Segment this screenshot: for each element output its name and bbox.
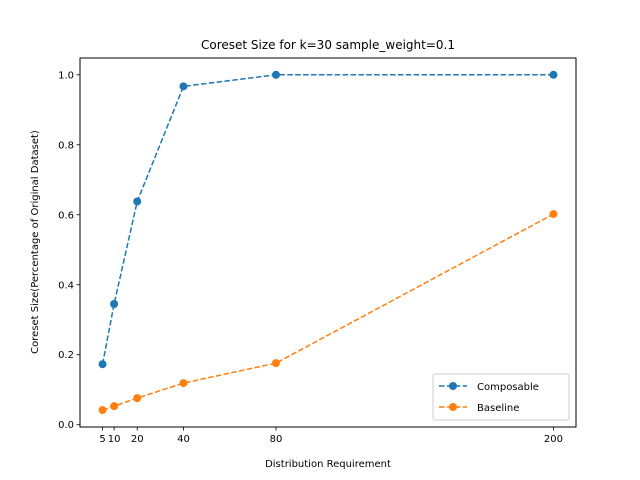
y-tick-label: 0.8	[58, 140, 74, 151]
series-line-0	[101, 74, 554, 365]
legend-marker	[449, 403, 457, 411]
y-tick-label: 0.6	[58, 210, 74, 221]
data-point	[549, 210, 558, 219]
x-tick-label: 40	[177, 434, 190, 445]
data-point	[133, 197, 142, 206]
data-point	[271, 359, 280, 368]
x-axis-label: Distribution Requirement	[265, 459, 391, 470]
data-point	[271, 70, 280, 79]
data-point	[110, 402, 119, 411]
y-tick-label: 0.4	[58, 280, 74, 291]
legend-label: Composable	[477, 382, 539, 393]
x-tick-label: 80	[270, 434, 283, 445]
y-tick-label: 0.2	[58, 350, 74, 361]
x-tick-label: 10	[108, 434, 121, 445]
data-point	[549, 70, 558, 79]
data-point	[179, 379, 188, 388]
x-tick-label: 20	[131, 434, 144, 445]
x-tick-label: 200	[544, 434, 563, 445]
x-tick-label: 5	[99, 434, 105, 445]
data-point	[179, 82, 188, 91]
y-tick-label: 1.0	[58, 70, 74, 81]
legend-marker	[449, 382, 457, 390]
data-point	[98, 406, 107, 415]
data-point	[133, 394, 142, 403]
plot-area	[98, 70, 558, 415]
y-axis-label: Coreset Size(Percentage of Original Data…	[30, 130, 41, 354]
axes-frame	[79, 57, 577, 428]
y-axis-ticks: 0.0 0.2 0.4 0.6 0.8 1.0	[58, 70, 80, 431]
data-point	[98, 360, 107, 369]
legend: Composable Baseline	[432, 373, 570, 421]
chart-title: Coreset Size for k=30 sample_weight=0.1	[201, 38, 455, 52]
y-tick-label: 0.0	[58, 420, 74, 431]
legend-label: Baseline	[477, 403, 519, 414]
x-axis-ticks: 5 10 20 40 80 200	[99, 427, 563, 445]
data-point	[110, 300, 119, 308]
